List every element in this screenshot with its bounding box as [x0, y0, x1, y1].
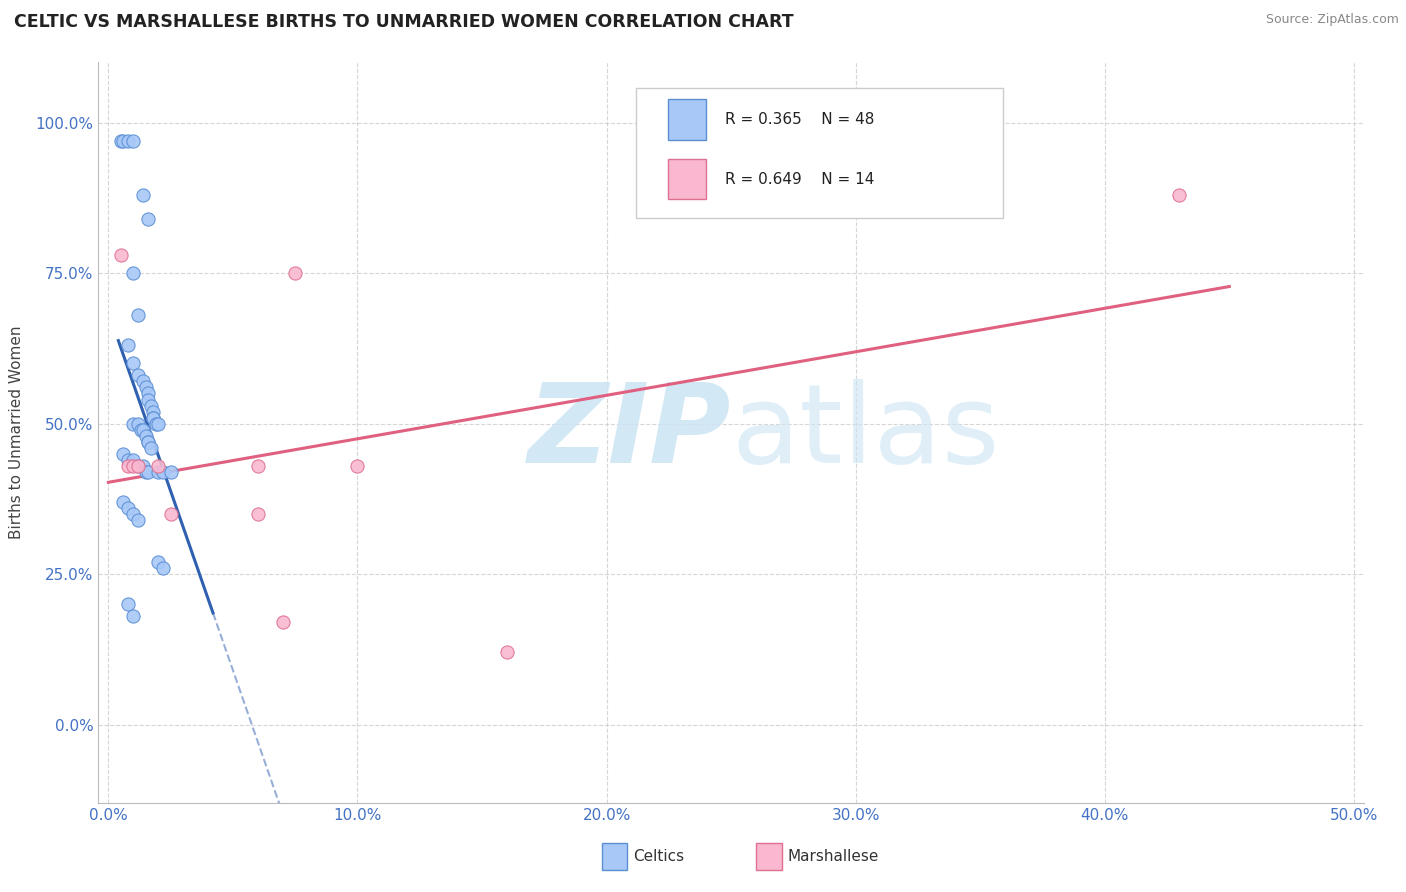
Point	[132, 375, 155, 389]
Point	[117, 452, 139, 467]
Point	[117, 338, 139, 352]
Point	[122, 266, 145, 280]
Text: Celtics: Celtics	[633, 849, 683, 863]
Point	[246, 458, 269, 473]
Point	[127, 368, 149, 383]
Point	[148, 555, 170, 569]
Point	[142, 410, 165, 425]
Point	[136, 211, 159, 226]
FancyBboxPatch shape	[668, 99, 706, 140]
Point	[135, 465, 157, 479]
Point	[132, 458, 155, 473]
FancyBboxPatch shape	[668, 159, 706, 200]
Point	[139, 441, 162, 455]
Point	[152, 561, 174, 575]
Point	[127, 308, 149, 322]
Point	[127, 417, 149, 431]
Point	[110, 248, 132, 262]
Point	[117, 500, 139, 515]
Point	[117, 134, 139, 148]
Point	[122, 134, 145, 148]
Point	[136, 434, 159, 449]
Text: R = 0.649    N = 14: R = 0.649 N = 14	[725, 171, 875, 186]
Point	[117, 597, 139, 611]
Point	[122, 507, 145, 521]
Point	[129, 423, 152, 437]
Point	[112, 134, 135, 148]
Point	[112, 495, 135, 509]
Point	[127, 458, 149, 473]
Point	[142, 404, 165, 418]
Text: Marshallese: Marshallese	[787, 849, 879, 863]
Point	[1168, 187, 1191, 202]
Point	[136, 392, 159, 407]
Point	[117, 458, 139, 473]
Point	[148, 417, 170, 431]
Point	[159, 507, 181, 521]
Point	[148, 458, 170, 473]
Point	[122, 452, 145, 467]
Point	[142, 410, 165, 425]
Text: CELTIC VS MARSHALLESE BIRTHS TO UNMARRIED WOMEN CORRELATION CHART: CELTIC VS MARSHALLESE BIRTHS TO UNMARRIE…	[14, 13, 793, 31]
Text: ZIP: ZIP	[527, 379, 731, 486]
Text: R = 0.365    N = 48: R = 0.365 N = 48	[725, 112, 875, 128]
Point	[136, 434, 159, 449]
Point	[122, 609, 145, 624]
Point	[127, 458, 149, 473]
Point	[132, 423, 155, 437]
Text: Source: ZipAtlas.com: Source: ZipAtlas.com	[1265, 13, 1399, 27]
Point	[159, 465, 181, 479]
Point	[122, 417, 145, 431]
Point	[496, 645, 519, 659]
Point	[112, 447, 135, 461]
Point	[136, 465, 159, 479]
Point	[110, 134, 132, 148]
Point	[152, 465, 174, 479]
Y-axis label: Births to Unmarried Women: Births to Unmarried Women	[10, 326, 24, 540]
Text: atlas: atlas	[731, 379, 1000, 486]
Point	[145, 417, 167, 431]
Point	[139, 399, 162, 413]
Point	[122, 356, 145, 370]
Point	[127, 513, 149, 527]
Point	[346, 458, 368, 473]
Point	[148, 465, 170, 479]
Point	[135, 380, 157, 394]
FancyBboxPatch shape	[636, 88, 1004, 218]
Point	[132, 187, 155, 202]
Point	[271, 615, 294, 630]
Point	[122, 458, 145, 473]
Point	[246, 507, 269, 521]
Point	[136, 386, 159, 401]
Point	[135, 428, 157, 442]
Point	[284, 266, 307, 280]
